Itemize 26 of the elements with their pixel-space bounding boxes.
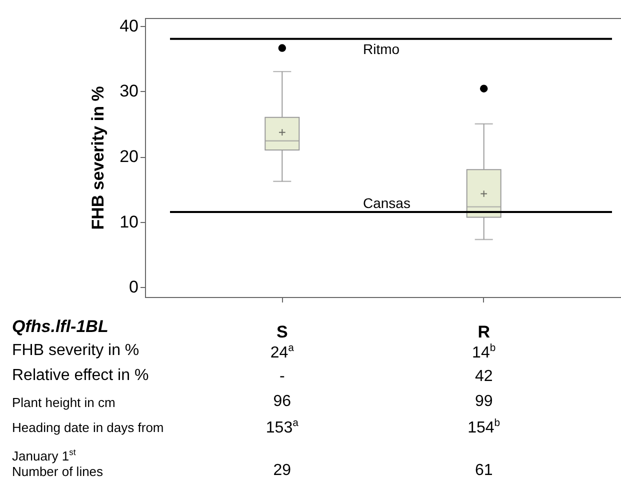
y-axis-title: FHB severity in %: [88, 86, 108, 230]
text: 153$^{a}$: [264, 418, 300, 438]
x-tick-label: S: [276, 322, 288, 342]
text: 61: [474, 462, 494, 480]
text: 99: [474, 393, 494, 411]
y-tick-label: 40: [120, 16, 138, 36]
text: Plant height in cm: [12, 394, 116, 412]
text: 14$^{b}$: [471, 343, 497, 362]
x-axis-title: Qfhs.lfl-1BL: [12, 317, 110, 337]
text: 42: [474, 368, 494, 386]
text: -: [278, 368, 286, 386]
y-tick-label: 10: [120, 212, 138, 232]
y-tick-label: 0: [129, 278, 138, 297]
text: Heading date in days from January 1$^{st}$: [12, 420, 164, 464]
text: FHB severity in %: [12, 341, 140, 361]
y-tick-label: 30: [120, 82, 138, 101]
ref-line-label: Cansas: [363, 195, 410, 212]
text: 96: [272, 393, 292, 411]
text: 29: [272, 462, 292, 480]
text: 24$^{a}$: [269, 343, 295, 362]
ref-line-label: Ritmo: [363, 40, 400, 57]
y-tick-label: 20: [120, 147, 138, 166]
x-tick-label: R: [478, 322, 490, 342]
text: 154$^{b}$: [466, 418, 502, 438]
text: Number of lines: [12, 464, 104, 479]
text: Relative effect in %: [12, 366, 150, 386]
